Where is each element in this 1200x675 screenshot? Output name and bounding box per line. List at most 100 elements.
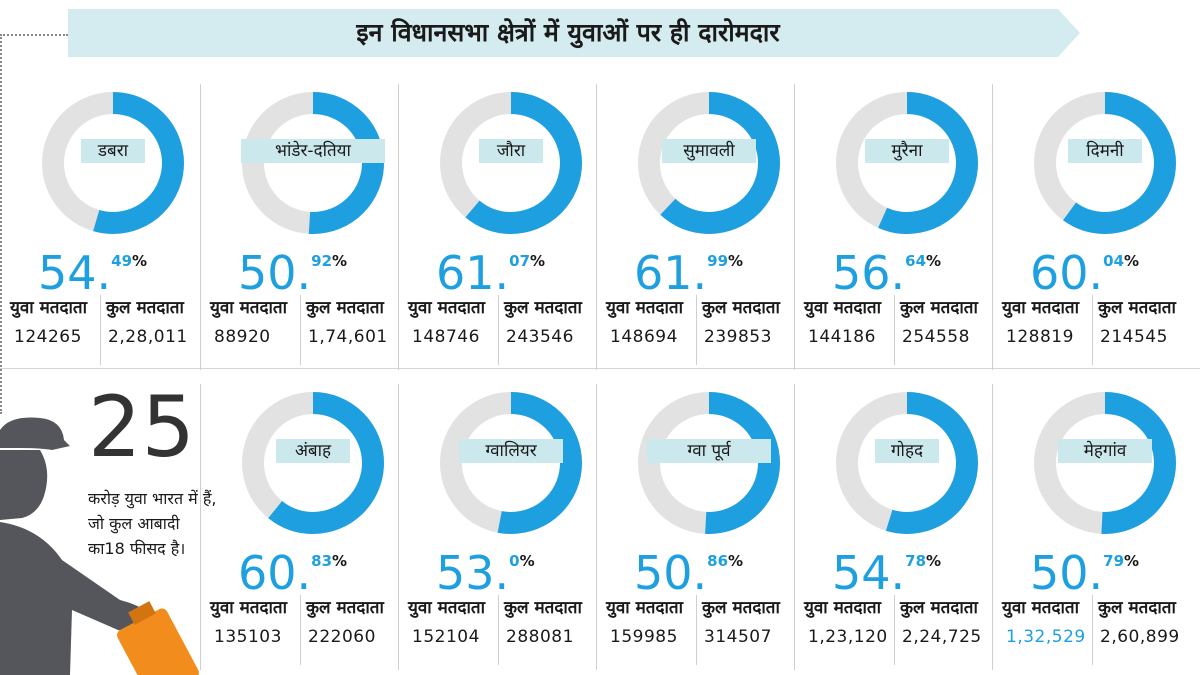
donut-chart [440,92,582,234]
stat-divider [696,295,697,365]
constituency-name: भांडेर-दतिया [275,141,351,161]
total-voters-value: 239853 [704,327,772,347]
label-highlight [479,139,543,163]
donut-chart [836,392,978,534]
donut-slice-young [638,92,780,234]
percentage-integer: 54. [38,246,112,300]
constituency-card: मुरैना 56.64% युवा मतदाता कुल मतदाता 144186 2… [794,80,991,370]
percentage-decimal: 49 [111,252,133,270]
young-voters-value: 148694 [610,327,678,347]
note-text: करोड़ युवा भारत में हैं, जो कुल आबादी का… [88,489,217,558]
constituency-name: दिमनी [1086,141,1124,161]
young-voters-value: 88920 [214,327,271,347]
stat-divider [894,595,895,665]
young-voter-percentage: 50.79% [1030,546,1139,600]
stat-divider [696,595,697,665]
total-voters-header: कुल मतदाता [702,298,780,318]
percent-sign: % [519,552,535,570]
young-voters-header: युवा मतदाता [606,298,684,318]
young-voter-percentage: 54.49% [38,246,147,300]
donut-slice-young [638,392,780,534]
percent-sign: % [1124,252,1140,270]
young-voter-percentage: 53.0% [436,546,535,600]
young-voters-header: युवा मतदाता [408,298,486,318]
young-voters-header: युवा मतदाता [1002,598,1080,618]
total-voters-header: कुल मतदाता [106,298,184,318]
young-voters-value: 152104 [412,627,480,647]
donut-slice-young [836,92,978,234]
constituency-card: अंबाह 60.83% युवा मतदाता कुल मतदाता 135103 22… [200,380,397,670]
percentage-decimal: 79 [1103,552,1125,570]
banner-arrow-shape [68,9,1080,57]
percentage-decimal: 0 [509,552,520,570]
constituency-card: ग्वा पूर्व 50.86% युवा मतदाता कुल मतदाता 159… [596,380,793,670]
donut-slice-young [1034,392,1176,534]
figure-body [0,522,150,675]
total-voters-value: 314507 [704,627,772,647]
total-voters-value: 2,24,725 [902,627,982,647]
stat-divider [300,295,301,365]
bottle-icon [117,601,199,675]
total-voters-value: 2,60,899 [1100,627,1180,647]
young-voter-illustration [0,417,199,675]
young-voters-value: 128819 [1006,327,1074,347]
young-voters-header: युवा मतदाता [1002,298,1080,318]
percent-sign: % [1124,552,1140,570]
percent-sign: % [132,252,148,270]
donut-chart [638,392,780,534]
young-voter-percentage: 54.78% [832,546,941,600]
donut-chart [1034,392,1176,534]
donut-slice-young [242,92,384,234]
young-voters-value: 148746 [412,327,480,347]
dotted-guide-left [0,34,2,414]
column-divider [398,84,399,370]
stat-divider [1092,295,1093,365]
percentage-integer: 53. [436,546,510,600]
percent-sign: % [332,552,348,570]
percentage-decimal: 78 [905,552,927,570]
column-divider [200,384,201,670]
total-voters-header: कुल मतदाता [504,298,582,318]
young-voters-value: 124265 [14,327,82,347]
young-voters-header: युवा मतदाता [804,598,882,618]
total-voters-value: 243546 [506,327,574,347]
figure-head [0,450,48,520]
donut-chart [242,92,384,234]
label-highlight [459,439,563,463]
total-voters-header: कुल मतदाता [306,298,384,318]
percentage-integer: 60. [238,546,312,600]
young-voters-header: युवा मतदाता [10,298,88,318]
constituency-card: गोहद 54.78% युवा मतदाता कुल मतदाता 1,23,120 2… [794,380,991,670]
stat-divider [100,295,101,365]
total-voters-value: 1,74,601 [308,327,388,347]
young-voter-percentage: 50.92% [238,246,347,300]
stat-divider [894,295,895,365]
total-voters-value: 222060 [308,627,376,647]
constituency-name: डबरा [97,141,129,161]
note-number: 25 [88,378,195,476]
young-voter-percentage: 61.07% [436,246,545,300]
young-voters-header: युवा मतदाता [408,598,486,618]
total-voters-value: 214545 [1100,327,1168,347]
column-divider [398,384,399,670]
total-voters-header: कुल मतदाता [1098,598,1176,618]
constituency-name: जौरा [496,141,526,161]
total-voters-header: कुल मतदाता [900,598,978,618]
percent-sign: % [332,252,348,270]
donut-slice-young [440,392,582,534]
column-divider [596,384,597,670]
stat-divider [498,295,499,365]
young-voter-percentage: 60.04% [1030,246,1139,300]
total-voters-header: कुल मतदाता [702,598,780,618]
young-voter-percentage: 56.64% [832,246,941,300]
constituency-card: मेहगांव 50.79% युवा मतदाता कुल मतदाता 1,32,5… [992,380,1189,670]
page-title: इन विधानसभा क्षेत्रों में युवाओं पर ही द… [356,18,780,47]
young-voters-value: 144186 [808,327,876,347]
constituency-card: भांडेर-दतिया 50.92% युवा मतदाता कुल मतदाता 8… [200,80,397,370]
percentage-decimal: 92 [311,252,333,270]
constituency-name: गोहद [890,441,924,461]
percentage-integer: 50. [238,246,312,300]
title-banner: इन विधानसभा क्षेत्रों में युवाओं पर ही द… [68,9,1080,57]
column-divider [992,384,993,670]
row-divider [0,368,1200,369]
